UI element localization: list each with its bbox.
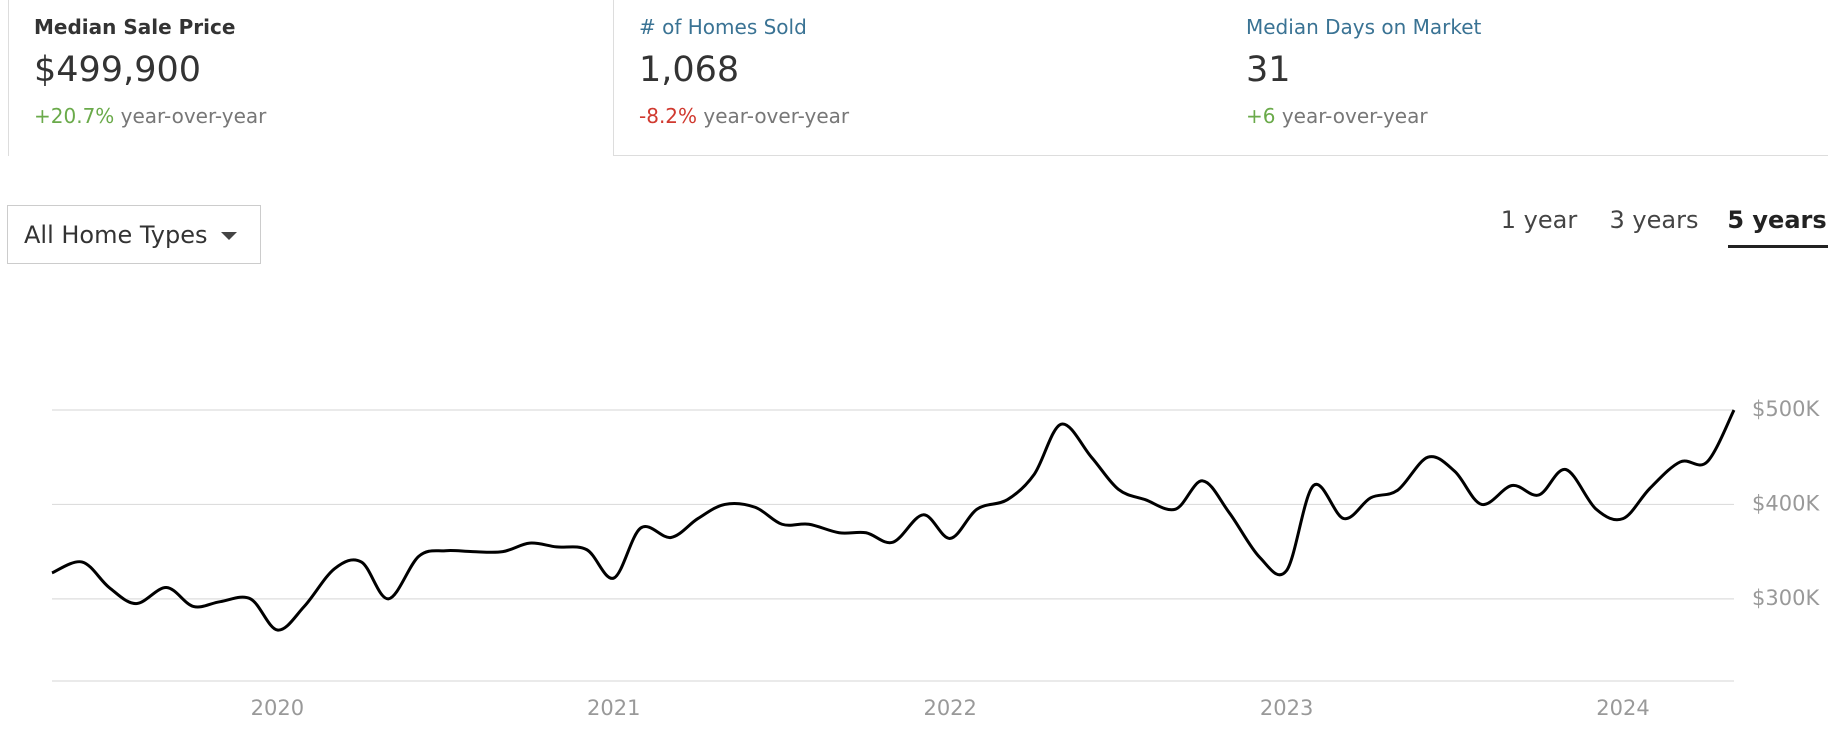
stat-card[interactable]: Median Days on Market 31 +6 year-over-ye…: [1221, 0, 1828, 156]
price-line: [51, 409, 1736, 632]
range-tab[interactable]: 5 years: [1727, 206, 1827, 234]
card-title: Median Sale Price: [34, 15, 236, 39]
card-suffix: year-over-year: [120, 104, 267, 128]
card-title: Median Days on Market: [1246, 15, 1482, 39]
x-tick-label: 2021: [587, 696, 640, 720]
y-tick-label: $500K: [1752, 397, 1820, 421]
x-tick-label: 2022: [923, 696, 976, 720]
card-value: 1,068: [639, 50, 740, 90]
card-change: +20.7%: [34, 104, 115, 128]
x-tick-label: 2023: [1260, 696, 1313, 720]
card-value: $499,900: [34, 50, 202, 90]
x-tick-label: 2020: [251, 696, 304, 720]
x-tick-label: 2024: [1596, 696, 1649, 720]
stat-card[interactable]: # of Homes Sold 1,068 -8.2% year-over-ye…: [613, 0, 1221, 156]
y-tick-label: $400K: [1752, 491, 1820, 515]
card-suffix: year-over-year: [1281, 104, 1428, 128]
card-change: -8.2%: [639, 104, 698, 128]
dropdown-label: All Home Types: [24, 221, 208, 249]
card-suffix: year-over-year: [703, 104, 850, 128]
card-change: +6: [1246, 104, 1276, 128]
y-tick-label: $300K: [1752, 586, 1820, 610]
active-tab-underline: [1728, 245, 1828, 248]
dropdown-arrow: [221, 232, 237, 240]
card-title: # of Homes Sold: [639, 15, 807, 39]
card-value: 31: [1246, 50, 1291, 90]
range-tab[interactable]: 1 year: [1500, 206, 1578, 234]
stat-card[interactable]: Median Sale Price $499,900 +20.7% year-o…: [8, 0, 613, 156]
home-type-dropdown[interactable]: All Home Types: [7, 205, 261, 264]
range-tab[interactable]: 3 years: [1609, 206, 1699, 234]
